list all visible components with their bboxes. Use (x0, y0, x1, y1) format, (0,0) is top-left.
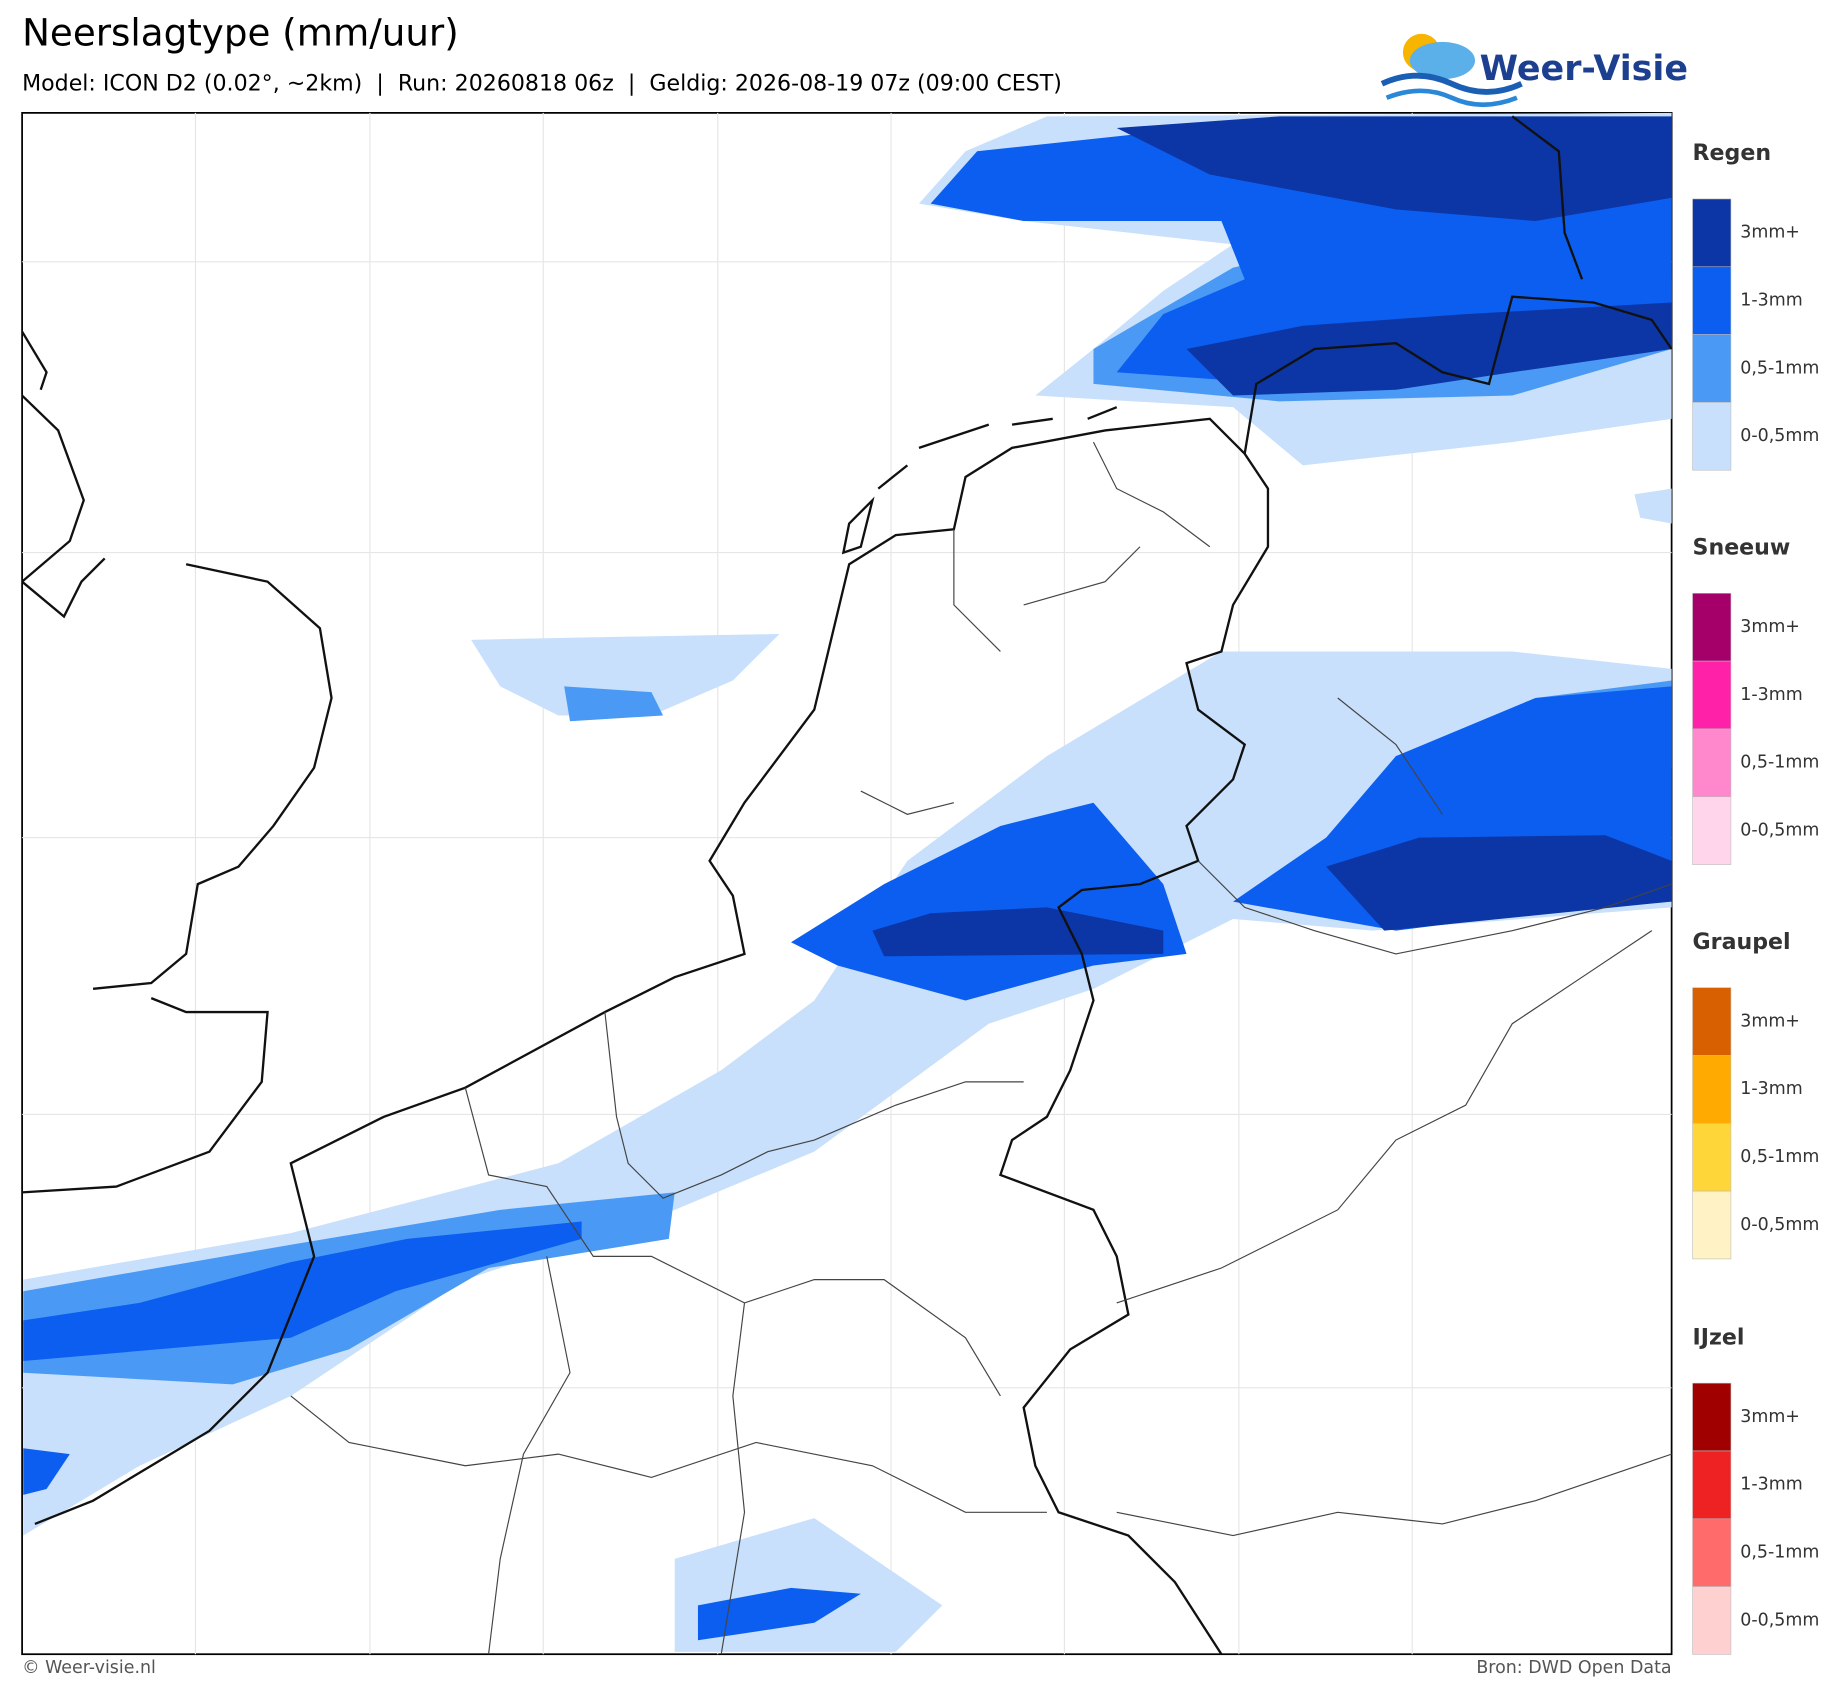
legend-swatch (1692, 728, 1732, 798)
precipitation (23, 112, 1672, 1652)
legend-swatch (1692, 1055, 1732, 1124)
subtitle: Model: ICON D2 (0.02°, ~2km) | Run: 2026… (22, 70, 1062, 96)
title: Neerslagtype (mm/uur) (22, 10, 459, 54)
legend-swatch (1692, 660, 1732, 730)
legend-label: 3mm+ (1740, 617, 1800, 637)
legend-label: 0,5-1mm (1740, 1543, 1819, 1563)
legend-swatch (1692, 1518, 1732, 1587)
legend-label: 1-3mm (1740, 1475, 1802, 1495)
legend-swatch (1692, 593, 1732, 662)
legend: Regen 3mm+ 1-3mm 0,5-1mm 0-0,5mm Sneeuw 3mm+ 1-… (1692, 140, 1819, 1655)
legend-label: 0,5-1mm (1740, 1147, 1819, 1167)
logo: Weer-Visie (1380, 33, 1688, 107)
legend-label: 1-3mm (1740, 1079, 1802, 1099)
map (21, 112, 1673, 1656)
legend-swatch (1692, 334, 1732, 403)
legend-title: IJzel (1693, 1324, 1745, 1350)
legend-label: 1-3mm (1740, 685, 1802, 705)
legend-label: 0-0,5mm (1740, 1215, 1819, 1235)
legend-label: 0,5-1mm (1740, 753, 1819, 773)
legend-swatch (1692, 987, 1732, 1056)
legend-title: Regen (1693, 140, 1772, 166)
legend-title: Sneeuw (1693, 534, 1791, 560)
legend-swatch (1692, 198, 1732, 268)
footer-credit: © Weer-visie.nl (22, 1658, 156, 1678)
legend-swatch (1692, 402, 1732, 471)
footer-source: Bron: DWD Open Data (1476, 1658, 1671, 1678)
legend-swatch (1692, 1190, 1732, 1260)
borders (290, 441, 1672, 1655)
legend-title: Graupel (1693, 929, 1791, 955)
legend-label: 0-0,5mm (1740, 426, 1819, 446)
legend-label: 0-0,5mm (1740, 820, 1819, 840)
legend-swatch (1692, 1586, 1732, 1655)
legend-label: 1-3mm (1740, 291, 1802, 311)
legend-label: 0,5-1mm (1740, 358, 1819, 378)
coastlines (21, 115, 1673, 1655)
legend-swatch (1692, 1122, 1732, 1192)
legend-label: 3mm+ (1740, 223, 1800, 243)
legend-swatch (1692, 1382, 1732, 1452)
legend-swatch (1692, 1450, 1732, 1520)
legend-swatch (1692, 266, 1732, 335)
legend-label: 3mm+ (1740, 1407, 1800, 1427)
legend-label: 0-0,5mm (1740, 1610, 1819, 1630)
legend-swatch (1692, 796, 1732, 865)
logo-text: Weer-Visie (1480, 49, 1688, 89)
legend-label: 3mm+ (1740, 1011, 1800, 1031)
